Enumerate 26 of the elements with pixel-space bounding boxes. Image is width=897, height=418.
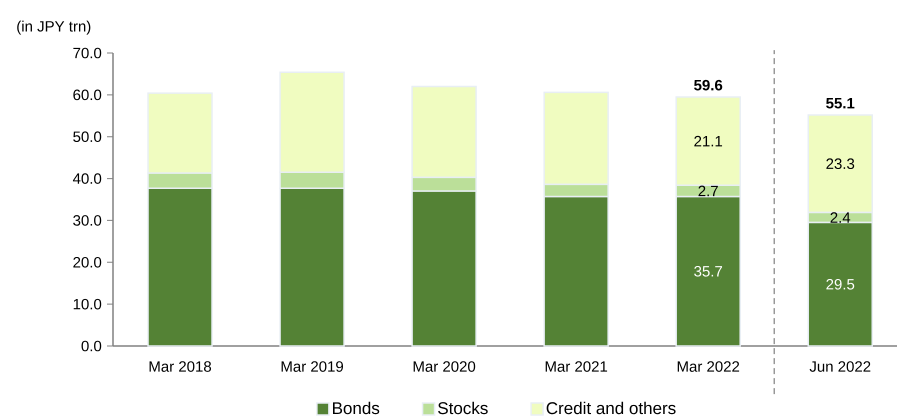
data-label: 2.7 xyxy=(698,186,718,196)
y-tick-label: 60.0 xyxy=(73,90,102,100)
y-tick-label: 70.0 xyxy=(73,48,102,58)
x-tick-label: Mar 2020 xyxy=(414,361,476,372)
data-label: 21.1 xyxy=(694,136,722,146)
y-axis-title: (in JPY trn) xyxy=(17,20,90,35)
y-tick-label: 40.0 xyxy=(72,173,102,184)
x-tick-label: Mar 2018 xyxy=(150,361,212,372)
x-tick-label: Mar 2019 xyxy=(282,361,344,372)
y-tick-label: 50.0 xyxy=(73,131,102,142)
legend-label: Bonds xyxy=(333,402,380,414)
x-tick-label: Mar 2022 xyxy=(678,361,740,372)
y-tick-label: 0.0 xyxy=(82,340,102,352)
data-label: 29.5 xyxy=(826,278,854,290)
data-label: 23.3 xyxy=(826,158,854,170)
y-tick-label: 10.0 xyxy=(74,298,102,310)
legend-label: Credit and others xyxy=(546,402,676,414)
data-label: 35.7 xyxy=(694,266,722,277)
data-label: 2.4 xyxy=(830,212,850,223)
x-tick-label: Jun 2022 xyxy=(810,361,870,372)
legend-label: Stocks xyxy=(438,402,488,414)
total-label: 55.1 xyxy=(826,98,854,108)
x-tick-label: Mar 2021 xyxy=(546,361,608,372)
y-tick-label: 30.0 xyxy=(73,215,102,226)
y-tick-label: 20.0 xyxy=(73,256,102,268)
total-label: 59.6 xyxy=(694,80,722,90)
